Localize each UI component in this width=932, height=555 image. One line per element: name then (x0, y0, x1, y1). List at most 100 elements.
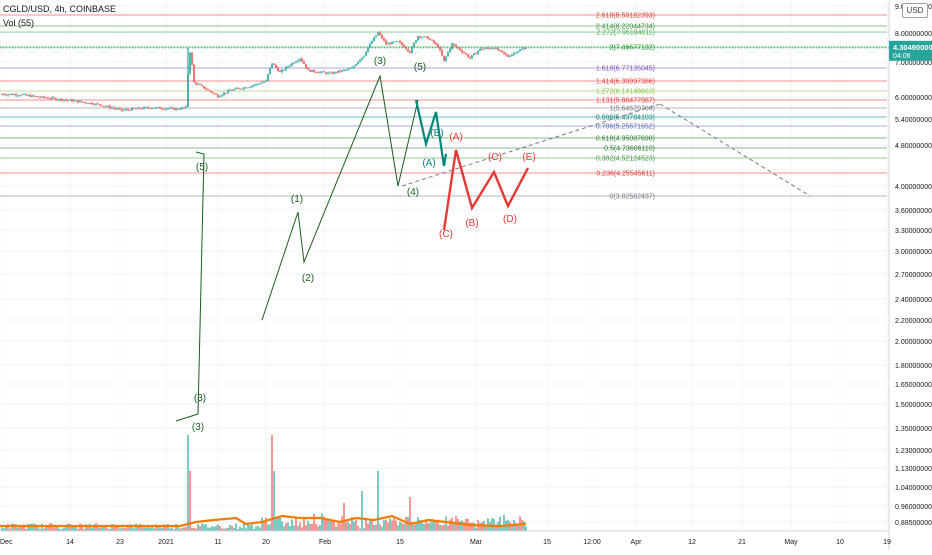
candle-body (53, 97, 55, 99)
volume-bar (23, 524, 25, 531)
candle-body (175, 108, 177, 110)
volume-bar (245, 528, 247, 531)
time-axis[interactable]: Dec 14 23 2021 11 20 Feb 15 Mar 15 12:00 Apr 12 21 May… (0, 530, 891, 546)
candle-body (173, 107, 175, 110)
candle-body (437, 44, 439, 48)
volume-bar (121, 527, 123, 531)
price-tick-label: 1.13000000 (895, 466, 932, 473)
volume-bar (87, 524, 89, 531)
volume-bar (433, 521, 435, 531)
price-tick-label: 8.00000000 (895, 31, 932, 38)
candle-body (277, 67, 279, 71)
volume-bar (225, 528, 227, 531)
wave-label: (3) (194, 393, 206, 404)
volume-bar (109, 528, 111, 531)
volume-bar (263, 520, 265, 531)
volume-bar (171, 527, 173, 531)
fib-level-label: 0.618(4.95087698) (596, 136, 655, 143)
volume-bar (503, 514, 505, 531)
candle-body (101, 105, 103, 107)
volume-bar (169, 528, 171, 531)
volume-bar (375, 524, 377, 531)
elliott-wave-drawings[interactable] (175, 74, 811, 422)
volume-bar (351, 517, 353, 531)
fib-extension[interactable]: 2.618(8.59182393) 2.414(8.22044734)2.272(… (0, 13, 887, 201)
fib-level-label: 2.618(8.59182393) (596, 13, 655, 20)
fib-level-label: 0.886(5.43784103) (596, 115, 655, 122)
volume-bar (437, 519, 439, 531)
volume-bar (65, 526, 67, 531)
volume-bar (179, 528, 181, 531)
volume-bar (213, 527, 215, 531)
volume-bar (5, 526, 7, 531)
time-tick-label: 11 (214, 539, 221, 546)
wave-line-impulse-1 (175, 151, 205, 422)
price-tick-label: 0.88500000 (895, 520, 932, 527)
volume-bar (241, 527, 243, 531)
candle-body (499, 50, 501, 52)
candle-body (259, 83, 261, 85)
volume-bar (325, 517, 327, 531)
volume-bar (177, 524, 179, 531)
candle-body (135, 108, 137, 110)
candle-body (33, 95, 35, 97)
candle-body (263, 81, 265, 83)
price-axis[interactable]: 9.000000008.000000007.000000006.00000000… (888, 0, 932, 550)
volume-bar (371, 520, 373, 531)
volume-bar (367, 523, 369, 531)
volume-bar (419, 520, 421, 531)
candle-body (473, 53, 475, 56)
candle-body (239, 88, 241, 90)
wave-label: (3) (374, 56, 386, 67)
volume-bar (471, 522, 473, 531)
time-tick-label: 19 (883, 539, 891, 546)
volume-bar (347, 521, 349, 531)
volume-bar (103, 525, 105, 531)
volume-bar (445, 516, 447, 531)
volume-bar (147, 524, 149, 531)
price-tick-label: 1.50000000 (895, 402, 932, 409)
volume-bar (385, 519, 387, 531)
candle-body (19, 95, 21, 97)
candle-body (95, 103, 97, 105)
volume-bar (9, 528, 11, 531)
volume-bar (71, 525, 73, 531)
time-tick-label: 14 (66, 539, 74, 546)
volume-bar (21, 525, 23, 531)
volume-bar (301, 527, 303, 531)
candle-body (161, 108, 163, 110)
wave-labels: (5) (3) (3) (1) (2) (3) (5) (4) (B) (A) (A) (C) (B) (… (192, 56, 536, 433)
candle-body (143, 107, 145, 109)
candle-body (233, 89, 235, 91)
fib-level-label: 1.272(6.14146663) (596, 89, 655, 96)
candle-body (59, 98, 61, 100)
volume-bar (327, 520, 329, 531)
volume-bar (255, 526, 257, 531)
candle-body (271, 63, 273, 69)
candle-body (151, 108, 153, 109)
candle-body (153, 108, 155, 109)
volume-bar (353, 521, 355, 531)
symbol-title: CGLD/USD, 4h, COINBASE (3, 4, 117, 14)
volume-bar (31, 523, 33, 531)
volume-bar (223, 528, 225, 531)
volume-bar (393, 518, 395, 531)
candle-body (99, 104, 101, 106)
currency-button[interactable]: USD (902, 3, 928, 18)
candle-body (323, 71, 325, 73)
fib-level-label: 2.272(7.96194011) (596, 30, 655, 37)
volume-bar (277, 516, 279, 531)
volume-bar (305, 525, 307, 531)
volume-bar (383, 519, 385, 531)
volume-bar (27, 523, 29, 531)
volume-bar (439, 524, 441, 531)
candle-body (287, 66, 289, 68)
volume-bar (423, 523, 425, 531)
volume-bar (127, 524, 129, 531)
time-tick-label: 12 (688, 539, 696, 546)
time-tick-label: Feb (319, 539, 331, 546)
time-tick-label: 20 (262, 539, 270, 546)
volume-bar (295, 517, 297, 531)
